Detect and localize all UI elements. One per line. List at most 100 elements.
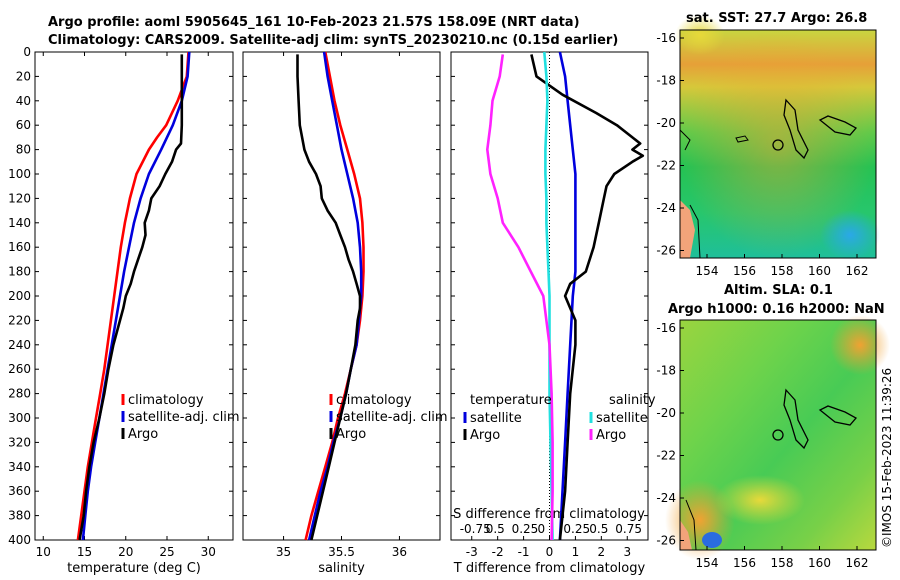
top-axis-tick-label: 0.5 — [486, 522, 505, 536]
y-tick-label: 400 — [8, 533, 31, 547]
legend-label: satellite-adj. clim — [336, 410, 448, 425]
legend-label: climatology — [128, 393, 204, 408]
x-axis-label: temperature (deg C) — [67, 561, 201, 576]
map-y-tick-label: -20 — [656, 116, 676, 130]
map-y-tick-label: -18 — [656, 364, 676, 378]
x-tick-label: 35.5 — [328, 545, 355, 559]
map-y-tick-label: -24 — [656, 491, 676, 505]
x-tick-label: 2 — [598, 545, 606, 559]
map-x-tick-label: 154 — [696, 556, 719, 570]
y-tick-label: 300 — [8, 411, 31, 425]
x-tick-label: 10 — [36, 545, 51, 559]
y-tick-label: 380 — [8, 509, 31, 523]
imos-timestamp: ©IMOS 15-Feb-2023 11:39:26 — [880, 367, 894, 548]
x-tick-label: -1 — [518, 545, 530, 559]
legend-label: Argo — [596, 428, 626, 443]
sst-map: 154 156 158 160 162 -16 -18 -20 -22 -24 -26 — [656, 15, 880, 278]
map-y-tick-label: -24 — [656, 201, 676, 215]
difference-panel: -3 -2 -1 0 1 2 3 T difference from climatology S… — [450, 51, 656, 576]
series-s-satellite — [543, 51, 554, 541]
y-tick-label: 120 — [8, 191, 31, 205]
x-tick-label: 35 — [276, 545, 291, 559]
x-tick-label: 1 — [572, 545, 580, 559]
top-axis-tick-label: 0.75 — [615, 522, 642, 536]
y-tick-label: 140 — [8, 216, 31, 230]
map-y-tick-label: -26 — [656, 244, 676, 258]
x-axis-label: salinity — [318, 561, 365, 576]
x-tick-label: 25 — [159, 545, 174, 559]
y-tick-label: 200 — [8, 289, 31, 303]
x-tick-label: -2 — [492, 545, 504, 559]
x-tick-label: 15 — [77, 545, 92, 559]
y-tick-label: 20 — [16, 69, 31, 83]
map-y-tick-label: -26 — [656, 534, 676, 548]
y-tick-label: 260 — [8, 362, 31, 376]
top-axis-tick-labels: -0.750.5 0.250 0.250.5 0.75 — [460, 522, 642, 536]
map-x-tick-label: 162 — [846, 264, 869, 278]
x-tick-label: 30 — [201, 545, 216, 559]
top-axis-tick-label: 0.5 — [589, 522, 608, 536]
x-axis-label: T difference from climatology — [453, 561, 646, 576]
map-x-tick-label: 156 — [733, 264, 756, 278]
legend-label: Argo — [470, 428, 500, 443]
sla-map: 154 156 158 160 162 -16 -18 -20 -22 -24 -26 — [656, 315, 890, 570]
y-tick-label: 360 — [8, 484, 31, 498]
x-tick-label: 36 — [392, 545, 407, 559]
top-axis-tick-label: -0.75 — [460, 522, 491, 536]
map-x-tick-label: 156 — [733, 556, 756, 570]
sla-map-title-line1: Altim. SLA: 0.1 — [724, 283, 833, 298]
series-t-argo — [530, 54, 645, 541]
y-tick-label: 340 — [8, 460, 31, 474]
map-y-tick-label: -16 — [656, 31, 676, 45]
map-x-tick-label: 154 — [696, 264, 719, 278]
series-t-satellite — [558, 51, 577, 541]
y-tick-label: 60 — [16, 118, 31, 132]
map-x-tick-label: 158 — [771, 556, 794, 570]
y-tick-label: 180 — [8, 265, 31, 279]
map-y-tick-label: -18 — [656, 74, 676, 88]
x-tick-label: -3 — [466, 545, 478, 559]
legend-label: satellite-adj. clim — [128, 410, 240, 425]
series-argo — [296, 54, 362, 541]
map-y-tick-label: -22 — [656, 449, 676, 463]
y-tick-label: 240 — [8, 338, 31, 352]
y-tick-label: 220 — [8, 313, 31, 327]
salinity-panel: 35 35.5 36 salinity climatology satellite-adj… — [242, 51, 448, 576]
legend-title-salinity: salinity — [609, 393, 656, 408]
series-s-argo — [485, 54, 554, 541]
y-tick-label: 100 — [8, 167, 31, 181]
top-axis-tick-label: 0.25 — [563, 522, 590, 536]
series-climatology — [76, 51, 190, 541]
map-x-tick-label: 160 — [808, 556, 831, 570]
series-satellite-adj--clim — [307, 51, 363, 541]
map-x-tick-label: 162 — [846, 556, 869, 570]
top-axis-label: S difference from climatology — [453, 507, 645, 522]
map-x-tick-label: 160 — [808, 264, 831, 278]
map-x-tick-label: 158 — [771, 264, 794, 278]
y-tick-label: 40 — [16, 94, 31, 108]
sst-map-title: sat. SST: 27.7 Argo: 26.8 — [686, 11, 868, 26]
temperature-panel: 0 20 40 60 80 100 120 140 160 180 200 220 240 260 280 3… — [8, 45, 240, 576]
map-y-tick-label: -22 — [656, 159, 676, 173]
y-tick-label: 80 — [16, 143, 31, 157]
plot-frame — [34, 51, 234, 541]
series-argo — [78, 54, 184, 541]
legend-label: satellite — [596, 411, 648, 426]
map-y-tick-label: -20 — [656, 406, 676, 420]
y-tick-label: 280 — [8, 387, 31, 401]
series-satellite-adj--clim — [81, 51, 191, 541]
y-tick-label: 160 — [8, 240, 31, 254]
top-axis-tick-label: 0 — [538, 522, 546, 536]
x-tick-label: 20 — [118, 545, 133, 559]
figure-title-line2: Climatology: CARS2009. Satellite-adj cli… — [48, 33, 619, 48]
top-axis-tick-label: 0.25 — [512, 522, 539, 536]
map-y-tick-label: -16 — [656, 321, 676, 335]
x-tick-label: 3 — [623, 545, 631, 559]
sla-map-title-line2: Argo h1000: 0.16 h2000: NaN — [668, 302, 885, 317]
y-tick-label: 320 — [8, 435, 31, 449]
legend-label: Argo — [128, 427, 158, 442]
legend-label: satellite — [470, 411, 522, 426]
legend-label: Argo — [336, 427, 366, 442]
legend-title-temperature: temperature — [470, 393, 552, 408]
